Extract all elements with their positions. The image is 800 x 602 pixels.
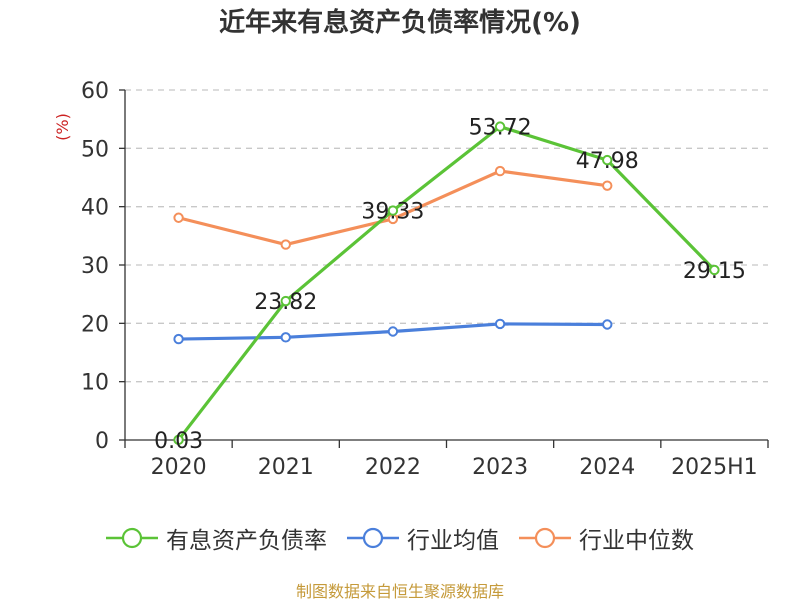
data-label: 47.98: [576, 149, 639, 174]
data-point: [709, 264, 720, 276]
legend-item: 行业中位数: [519, 521, 694, 555]
legend-label: 行业中位数: [579, 528, 694, 554]
data-point: [387, 326, 399, 337]
data-point: [280, 239, 291, 250]
legend-swatch: [347, 527, 399, 549]
data-point: [494, 318, 506, 330]
source-note: 制图数据来自恒生聚源数据库: [295, 582, 504, 601]
legend-label: 行业均值: [407, 528, 499, 554]
y-tick-label: 10: [81, 371, 109, 396]
y-tick-label: 60: [81, 79, 109, 104]
data-label: 0.03: [154, 429, 203, 454]
data-point: [173, 434, 184, 446]
y-tick-label: 40: [81, 196, 109, 221]
legend: 有息资产负债率 行业均值 行业中位数: [0, 518, 800, 558]
grid-lines: [125, 89, 768, 383]
data-point: [387, 205, 399, 216]
data-point: [280, 295, 291, 307]
data-point: [173, 333, 184, 345]
series-line: [177, 125, 716, 441]
data-label: 53.72: [469, 116, 532, 141]
x-tick-label: 2024: [579, 455, 635, 480]
data-point: [602, 319, 613, 330]
legend-item: 有息资产负债率: [106, 521, 327, 555]
y-tick-label: 50: [81, 137, 109, 162]
data-point: [494, 121, 506, 132]
data-point: [494, 165, 506, 177]
x-tick-label: 2025H1: [671, 455, 758, 480]
y-tick-label: 0: [95, 429, 109, 454]
legend-item: 行业均值: [347, 521, 499, 555]
data-label: 23.82: [254, 290, 317, 315]
x-tick-label: 2021: [258, 455, 314, 480]
y-tick-label: 20: [81, 312, 109, 337]
y-axis-label: (%): [53, 113, 72, 141]
data-labels: 0.03 23.82 39.33 53.72 47.98 29.15: [154, 116, 746, 454]
data-point: [173, 212, 184, 223]
y-tick-label: 30: [81, 254, 109, 279]
legend-swatch: [106, 527, 158, 549]
data-point: [280, 332, 291, 343]
data-label: 39.33: [361, 200, 424, 225]
legend-swatch: [519, 527, 571, 549]
x-tick-label: 2022: [365, 455, 421, 480]
series-lines: [173, 121, 720, 446]
data-label: 29.15: [683, 259, 746, 284]
data-point: [602, 180, 613, 191]
chart-title: 近年来有息资产负债率情况(%): [219, 8, 581, 38]
legend-label: 有息资产负债率: [166, 528, 327, 554]
x-tick-label: 2023: [472, 455, 528, 480]
x-tick-label: 2020: [151, 455, 207, 480]
axes: 0 10 20 30 40 50 60 (%) 2020 2021 2022 2023 2024 2025…: [53, 79, 769, 480]
data-point: [602, 154, 613, 166]
